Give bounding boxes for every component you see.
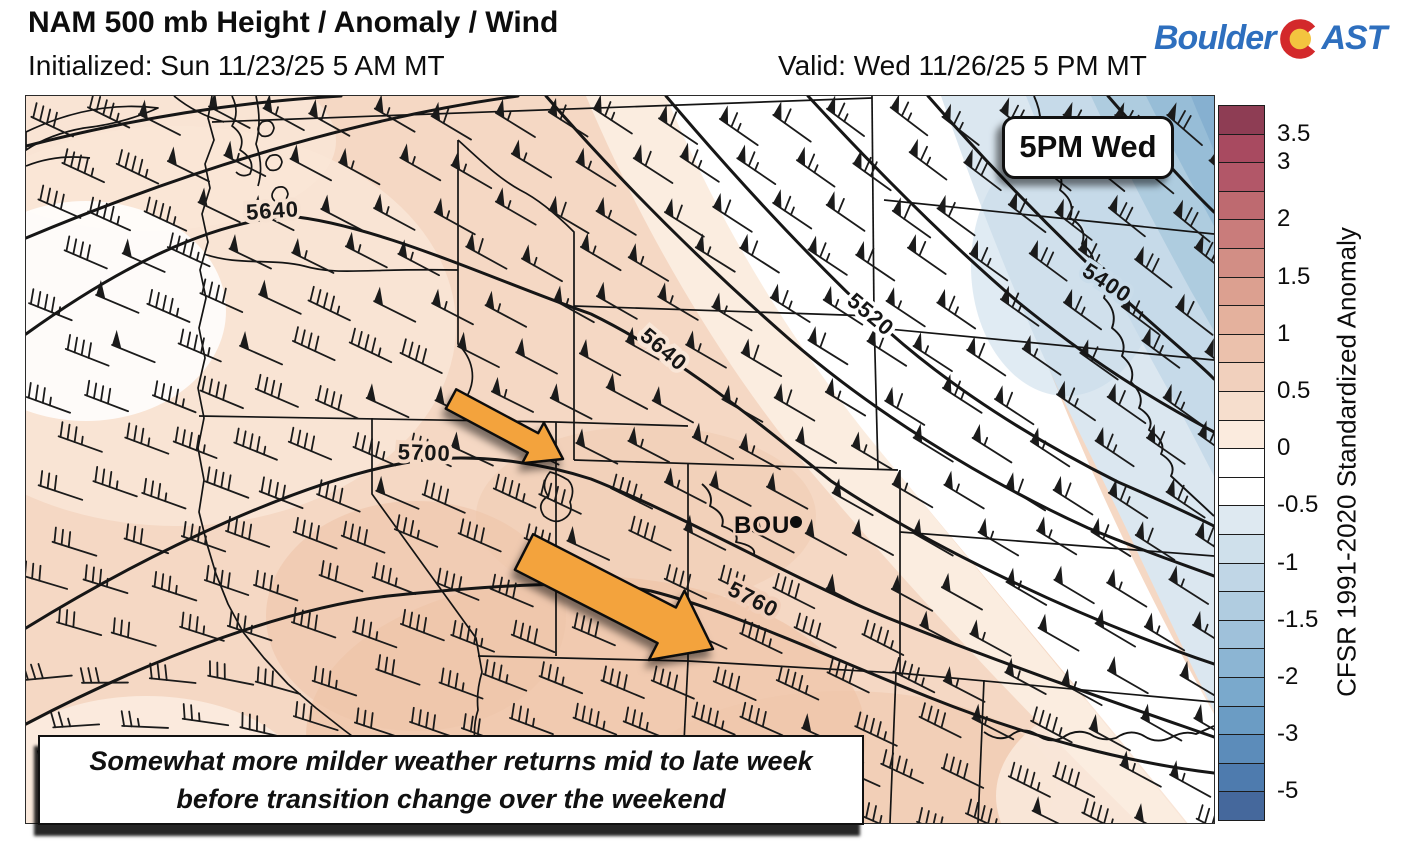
colorbar-cell [1218, 333, 1265, 364]
colorbar-cell [1218, 534, 1265, 565]
initialized-time: Initialized: Sun 11/23/25 5 AM MT [28, 50, 445, 81]
height-contours [26, 96, 1214, 775]
colorbar-tick-label: 0 [1277, 434, 1291, 462]
bouldercast-logo: Boulder AST [1154, 14, 1387, 62]
colorbar-cell [1218, 648, 1265, 679]
colorbar-tick-label: -2 [1277, 663, 1299, 690]
svg-text:BOU: BOU [734, 512, 790, 539]
colorbar-tick-label: -3 [1277, 720, 1299, 748]
colorbar-cell [1218, 448, 1265, 479]
colorbar-cell [1218, 276, 1265, 307]
colorbar-cell [1218, 190, 1265, 221]
colorbar-cell [1218, 619, 1265, 650]
colorbar-cell [1218, 677, 1265, 708]
colorbar-cell [1218, 762, 1265, 793]
colorbar-cell [1218, 162, 1265, 193]
colorbar-tick-label: -1 [1277, 548, 1299, 576]
colorbar-tick-label: -1.5 [1277, 605, 1319, 633]
colorbar-tick-label: -5 [1277, 777, 1299, 805]
map-canvas: 5640 5640 5520 5400 5700 5760 BOU [25, 95, 1215, 824]
caption-line-2: before transition change over the weeken… [176, 784, 726, 814]
logo-text-ast: AST [1321, 18, 1387, 57]
colorbar-tick-label: 3.5 [1277, 119, 1311, 147]
colorbar-cell [1218, 133, 1265, 164]
colorbar-tick-label: 1.5 [1277, 262, 1311, 290]
svg-text:5640: 5640 [245, 196, 300, 225]
colorbar-cell [1218, 591, 1265, 622]
anomaly-shading [26, 96, 1214, 823]
colorbar-cell [1218, 391, 1265, 422]
colorbar-tick-label: 2 [1277, 205, 1291, 233]
valid-time: Valid: Wed 11/26/25 5 PM MT [778, 50, 1147, 81]
logo-text-boulder: Boulder [1154, 18, 1276, 57]
colorbar-cell [1218, 305, 1265, 336]
colorbar-cell [1218, 476, 1265, 507]
colorbar-cell [1218, 362, 1265, 393]
colorbar-cell [1218, 562, 1265, 593]
colorbar-cell [1218, 505, 1265, 536]
station-marker: BOU [732, 510, 802, 542]
colorbar-cell [1218, 105, 1265, 136]
colorbar-tick-label: -0.5 [1277, 491, 1319, 519]
valid-hour-badge: 5PM Wed [1002, 116, 1174, 179]
colorado-c-icon [1280, 19, 1316, 59]
colorbar-cell [1218, 734, 1265, 765]
colorbar-cell [1218, 791, 1265, 822]
colorbar-cell [1218, 219, 1265, 250]
forecast-caption-box: Somewhat more milder weather returns mid… [38, 735, 864, 825]
colorbar-tick-label: 3 [1277, 148, 1291, 176]
page-title: NAM 500 mb Height / Anomaly / Wind [28, 6, 559, 39]
caption-line-1: Somewhat more milder weather returns mid… [89, 746, 813, 776]
colorbar-cell [1218, 248, 1265, 279]
colorbar-tick-label: 1 [1277, 319, 1291, 347]
colorbar-title: CFSR 1991-2020 Standardized Anomaly [1331, 227, 1362, 697]
colorbar-tick-label: 0.5 [1277, 377, 1311, 404]
flow-arrows [444, 388, 715, 662]
colorbar-cell [1218, 705, 1265, 736]
svg-text:5700: 5700 [397, 439, 451, 466]
colorbar-cell [1218, 419, 1265, 450]
